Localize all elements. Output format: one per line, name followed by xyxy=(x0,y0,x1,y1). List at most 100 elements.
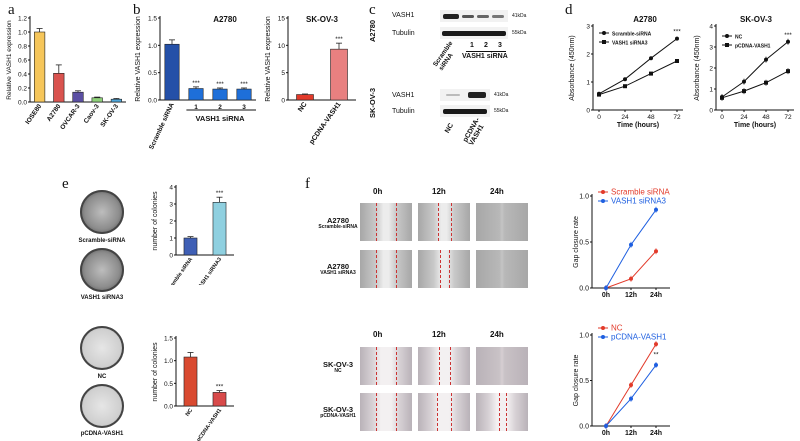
chart-b-skov3: 0 5 10 15 Relative VASH1 expression SK-OV-3 NC… xyxy=(265,15,356,146)
time-header-24h: 24h xyxy=(490,187,504,196)
row-label-sub: Scramble-siRNA xyxy=(318,223,358,230)
y-tick-label: 1 xyxy=(586,80,590,87)
y-tick-label: 3 xyxy=(169,202,173,209)
x-axis-label: Time (hours) xyxy=(734,122,776,129)
plate-label-nc: NC xyxy=(97,374,107,380)
legend-marker xyxy=(601,190,605,194)
bar xyxy=(110,98,122,103)
chart-title: SK-OV-3 xyxy=(740,15,773,24)
chart-d-skov3: 0 1 2 3 4 Absorbance (450nm) SK-OV-3 0 24 48 72 Tim… xyxy=(694,15,794,129)
x-tick-label: Caov-3 xyxy=(83,103,101,125)
chart-a-vash1-expression: 0.0 0.2 0.4 0.6 0.8 1.0 1.2 Relative VASH1 expr… xyxy=(6,16,126,131)
micrograph-a2780-sirna-0h xyxy=(360,250,412,288)
row-label-sub: pCDNA-VASH1 xyxy=(320,412,356,419)
blot-cell-line-label: SK-OV-3 xyxy=(368,87,377,118)
plate-label-pcdna: pCDNA-VASH1 xyxy=(80,431,124,437)
x-tick-label: pCDNA-VASH1 xyxy=(196,408,223,441)
bar xyxy=(183,237,198,256)
x-tick-label: 48 xyxy=(762,114,770,121)
x-tick-label: IOSE80 xyxy=(24,103,43,126)
y-axis-label: Relative VASH1 expression xyxy=(265,16,272,102)
colony-plate-pcdna xyxy=(80,384,124,428)
significance-label: *** xyxy=(784,32,792,39)
significance-label: *** xyxy=(240,81,248,88)
x-tick-label: 3 xyxy=(242,104,246,111)
bar xyxy=(91,97,103,103)
data-point xyxy=(675,36,679,41)
y-axis-label: Absorbance (450nm) xyxy=(569,35,576,100)
time-header-12h: 12h xyxy=(432,330,446,339)
y-tick-label: 0.2 xyxy=(18,86,27,93)
row-label-name: SK-OV-3 xyxy=(322,405,353,414)
significance-label: *** xyxy=(335,36,343,43)
y-tick-label: 15 xyxy=(278,16,286,23)
y-tick-label: 4 xyxy=(169,185,173,192)
legend-label: NC xyxy=(611,324,623,333)
row-label-sub: NC xyxy=(334,367,342,374)
y-tick-label: 0 xyxy=(709,108,713,115)
significance-label: *** xyxy=(216,384,224,391)
legend-marker xyxy=(601,199,605,203)
row-label-name: A2780 xyxy=(326,216,350,225)
y-tick-label: 0.8 xyxy=(18,44,27,51)
bar xyxy=(236,88,252,101)
y-tick-label: 1.0 xyxy=(18,30,27,37)
y-tick-label: 1.5 xyxy=(164,336,173,343)
blot-tubulin-kda: 55kDa xyxy=(494,108,509,114)
row-label-a2780-sirna: A2780 VASH1 siRNA3 xyxy=(310,263,366,276)
row-label-name: A2780 xyxy=(326,262,350,271)
y-tick-label: 0.5 xyxy=(579,240,589,247)
chart-e-colonies-pcdna: 0.0 0.5 1.0 1.5 number of colonies NC *** pCDNA… xyxy=(152,336,234,441)
y-tick-label: 0.6 xyxy=(18,58,27,65)
x-tick-label: 0h xyxy=(602,292,610,299)
blot-lane-scramble: Scramble siRNA xyxy=(432,40,455,73)
chart-f-gap-closure-skov3: 0.0 0.5 1.0 Gap closure rate 0h 12h 24h NCpCDNA… xyxy=(573,324,670,437)
x-tick-label: A2780 xyxy=(46,103,63,123)
chart-title: A2780 xyxy=(633,15,657,24)
y-tick-label: 10 xyxy=(278,43,286,50)
x-tick-label: 1 xyxy=(194,104,198,111)
y-axis-label: Relative VASH1 expression xyxy=(6,20,13,100)
panel-letter-d: d xyxy=(565,2,573,18)
x-tick-label: 24h xyxy=(650,292,662,299)
legend-marker xyxy=(602,40,606,44)
colony-plate-scramble xyxy=(80,190,124,234)
micrograph-a2780-scramble-0h xyxy=(360,203,412,241)
x-tick-label: Scramble siRNA xyxy=(165,257,194,285)
significance-label: *** xyxy=(192,80,200,87)
row-label-a2780-scramble: A2780 Scramble-siRNA xyxy=(310,217,366,230)
time-header-24h: 24h xyxy=(490,330,504,339)
y-tick-label: 0.5 xyxy=(579,378,589,385)
legend-marker xyxy=(725,34,729,38)
x-tick-label: 72 xyxy=(784,114,792,121)
data-point xyxy=(597,92,601,97)
micrograph-a2780-scramble-24h xyxy=(476,203,528,241)
y-tick-label: 0 xyxy=(169,253,173,260)
plate-label-scramble: Scramble-siRNA xyxy=(78,238,126,244)
data-point xyxy=(649,71,653,76)
y-tick-label: 1.0 xyxy=(148,43,157,50)
series-line xyxy=(605,250,657,289)
colony-plate-nc xyxy=(80,326,124,370)
chart-f-gap-closure-a2780: 0.0 0.5 1.0 Gap closure rate 0h 12h 24h Scrambl… xyxy=(573,188,670,300)
blot-group-label: VASH1 siRNA xyxy=(462,53,508,60)
x-tick-label: 12h xyxy=(625,292,637,299)
micrograph-skov3-nc-12h xyxy=(418,347,470,385)
panel-letter-c: c xyxy=(369,2,376,18)
significance-label: *** xyxy=(216,81,224,88)
blot-vash1-kda: 41kDa xyxy=(494,92,509,98)
blot-lane-2: 2 xyxy=(484,42,488,49)
y-tick-label: 0.0 xyxy=(164,404,173,411)
bar xyxy=(330,48,348,101)
bar xyxy=(188,88,204,101)
blot-tubulin-label: Tubulin xyxy=(392,108,415,115)
blot-vash1-strip xyxy=(440,89,490,101)
legend-label: pCDNA-VASH1 xyxy=(735,44,771,50)
row-label-sub: VASH1 siRNA3 xyxy=(320,269,356,276)
x-axis-label: Time (hours) xyxy=(617,122,659,129)
legend-marker xyxy=(602,31,606,35)
panel-letter-e: e xyxy=(62,176,69,192)
y-tick-label: 0.4 xyxy=(18,72,27,79)
bar xyxy=(53,73,65,103)
blot-group-line xyxy=(466,51,506,52)
